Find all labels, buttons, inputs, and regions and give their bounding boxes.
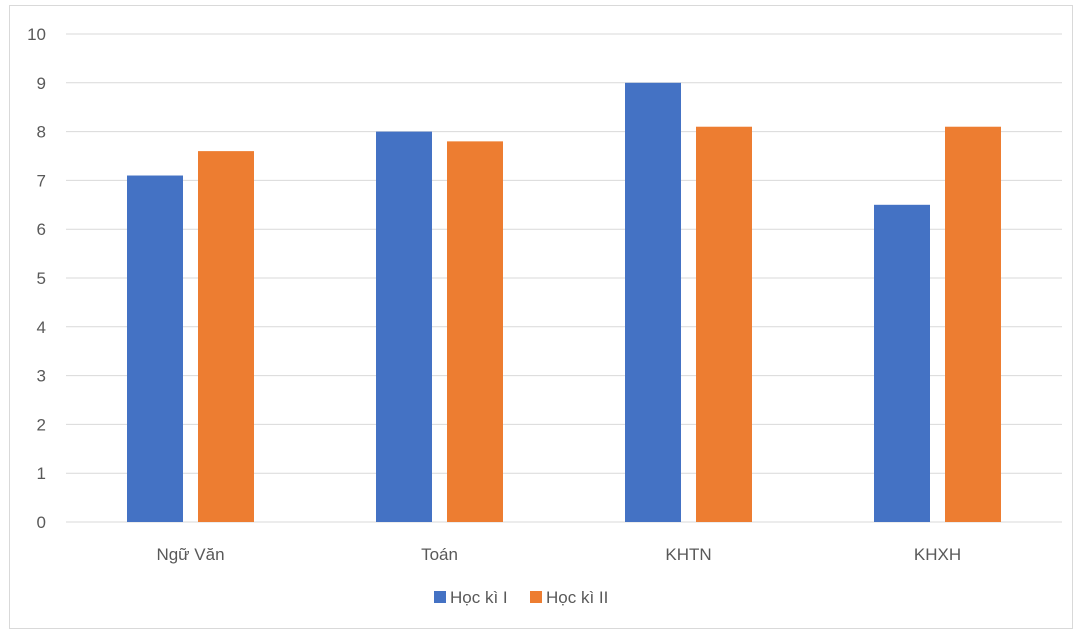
x-category-label: KHXH <box>914 545 961 564</box>
bar-hoc-ki-1-2 <box>625 82 681 523</box>
y-tick-label: 2 <box>37 415 46 434</box>
legend: Học kì I Học kì II <box>434 588 608 607</box>
legend-label-hoc-ki-1: Học kì I <box>450 588 508 607</box>
legend-swatch-hoc-ki-1 <box>434 591 446 603</box>
y-tick-label: 3 <box>37 367 46 386</box>
bar-hoc-ki-2-2 <box>696 126 752 522</box>
y-tick-label: 5 <box>37 269 46 288</box>
x-category-label: Ngữ Văn <box>156 545 224 564</box>
bar-hoc-ki-2-3 <box>945 126 1001 522</box>
y-tick-label: 1 <box>37 464 46 483</box>
y-tick-label: 7 <box>37 171 46 190</box>
y-tick-label: 0 <box>37 513 46 532</box>
legend-label-hoc-ki-2: Học kì II <box>546 588 608 607</box>
bar-hoc-ki-1-3 <box>874 204 930 523</box>
y-tick-label: 10 <box>27 25 46 44</box>
y-tick-label: 9 <box>37 74 46 93</box>
bar-hoc-ki-1-1 <box>376 131 432 522</box>
x-category-label: KHTN <box>665 545 711 564</box>
bar-hoc-ki-2-1 <box>447 141 503 523</box>
bar-hoc-ki-1-0 <box>127 175 183 522</box>
y-tick-label: 6 <box>37 220 46 239</box>
y-tick-label: 8 <box>37 123 46 142</box>
y-tick-label: 4 <box>37 318 46 337</box>
legend-swatch-hoc-ki-2 <box>530 591 542 603</box>
bar-hoc-ki-2-0 <box>198 151 254 522</box>
x-axis-category-labels: Ngữ Văn Toán KHTN KHXH <box>156 545 961 564</box>
x-category-label: Toán <box>421 545 458 564</box>
y-axis-tick-labels: 0 1 2 3 4 5 6 7 8 9 10 <box>27 25 46 532</box>
bars <box>127 82 1001 523</box>
